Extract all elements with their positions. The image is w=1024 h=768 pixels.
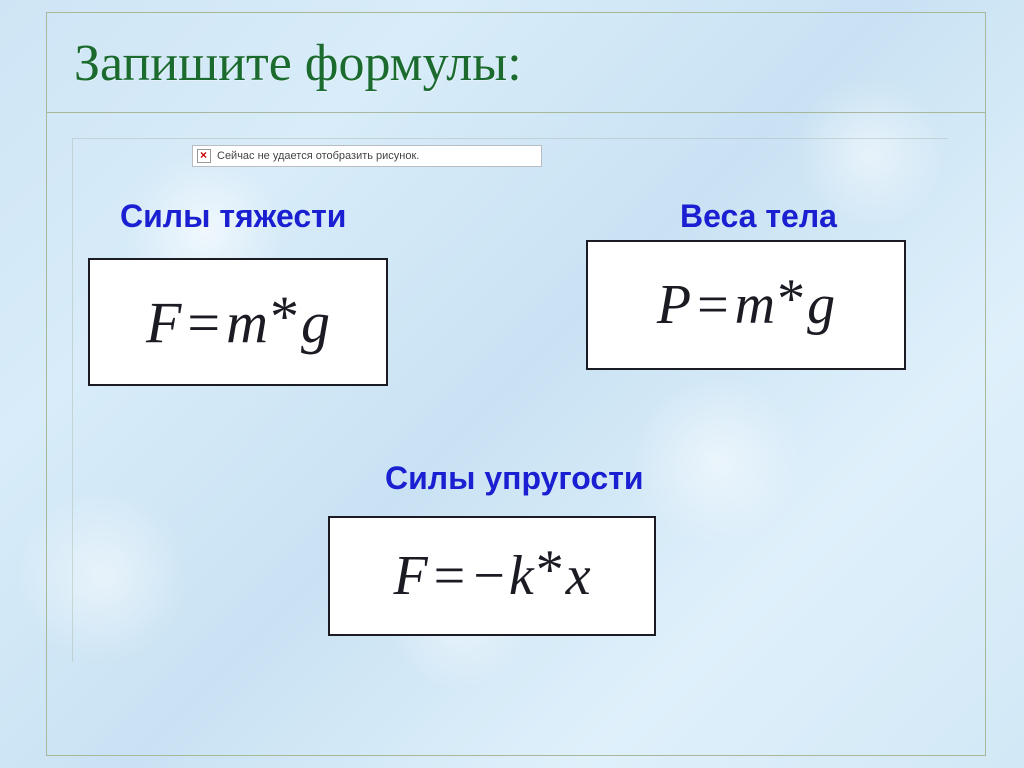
broken-image-text: Сейчас не удается отобразить рисунок. <box>217 150 419 162</box>
broken-image-placeholder: Сейчас не удается отобразить рисунок. <box>192 145 542 167</box>
formula-gravity-a: m <box>226 290 268 355</box>
formula-elastic: F=−k*x <box>393 544 590 608</box>
multiply-sign: * <box>775 268 807 330</box>
formula-weight-b: g <box>807 274 835 336</box>
formula-elastic-b: x <box>566 545 591 607</box>
multiply-sign: * <box>268 284 301 349</box>
formula-box-weight: P=m*g <box>586 240 906 370</box>
slide: Запишите формулы: Сейчас не удается отоб… <box>0 0 1024 768</box>
equals-sign: = <box>691 274 735 336</box>
multiply-sign: * <box>534 539 566 601</box>
formula-gravity-b: g <box>301 290 330 355</box>
formula-elastic-a: k <box>509 545 534 607</box>
label-gravity: Силы тяжести <box>120 198 346 235</box>
label-weight: Веса тела <box>680 198 837 235</box>
broken-image-icon <box>197 149 211 163</box>
formula-box-elastic: F=−k*x <box>328 516 656 636</box>
slide-title: Запишите формулы: <box>74 34 522 93</box>
formula-elastic-lhs: F <box>393 545 427 607</box>
formula-weight-a: m <box>735 274 775 336</box>
formula-weight: P=m*g <box>657 273 835 337</box>
formula-gravity-lhs: F <box>146 290 181 355</box>
formula-gravity: F=m*g <box>146 289 330 356</box>
minus-sign: − <box>471 545 509 607</box>
formula-box-gravity: F=m*g <box>88 258 388 386</box>
label-elastic: Силы упругости <box>385 460 644 497</box>
formula-weight-lhs: P <box>657 274 691 336</box>
title-underline <box>46 112 986 113</box>
equals-sign: = <box>428 545 472 607</box>
equals-sign: = <box>181 290 226 355</box>
